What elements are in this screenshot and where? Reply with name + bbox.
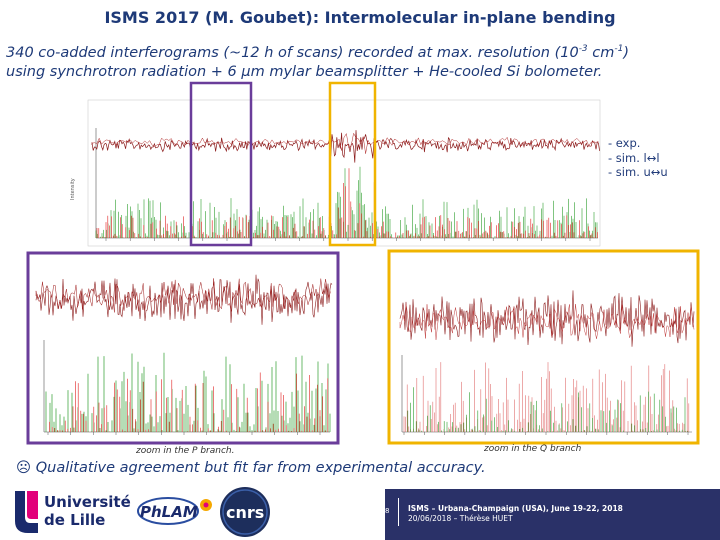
q-sim-trace: [403, 362, 690, 432]
legend-item-sim-uu: - sim. u↔u: [608, 165, 668, 179]
sim-ll-line: [407, 387, 689, 432]
p-branch-selection-box: [189, 81, 253, 247]
q-branch-selection-box: [328, 81, 377, 247]
slide-title: ISMS 2017 (M. Goubet): Intermolecular in…: [104, 8, 616, 27]
exp-line: [399, 303, 695, 340]
page-number: 8: [385, 507, 390, 515]
subtitle-part: cm: [587, 44, 615, 61]
logo2-text: PhLAM: [140, 503, 198, 521]
subtitle-exponent: -3: [578, 44, 588, 54]
footer-divider: [398, 498, 399, 526]
slide-subtitle: 340 co-added interferograms (~12 h of sc…: [6, 40, 716, 82]
main-spectrum: Intensity: [70, 99, 601, 247]
p-x-ticks: [47, 432, 321, 435]
q-branch-zoom: [387, 249, 700, 445]
exp-line: [35, 274, 333, 325]
subtitle-part: 340 co-added interferograms (~12 h of sc…: [6, 44, 579, 61]
exp-line: [35, 278, 331, 313]
exp-line: [91, 132, 599, 154]
legend-item-sim-ll: - sim. l↔l: [608, 150, 660, 165]
subtitle-line2: using synchrotron radiation + 6 µm mylar…: [6, 63, 603, 80]
exp-line: [399, 290, 695, 347]
svg-text:Intensity: Intensity: [70, 178, 76, 200]
legend-item-exp: - exp.: [608, 136, 641, 150]
sim-uu-line: [49, 372, 329, 432]
p-sim-trace: [45, 352, 331, 432]
conclusion-text: ☹ Qualitative agreement but fit far from…: [16, 460, 486, 476]
footer-bar: [385, 489, 720, 540]
main-sim-trace: [95, 166, 598, 238]
legend: - exp. - sim. l↔l - sim. u↔u: [608, 136, 668, 180]
subtitle-part: ): [623, 44, 630, 61]
logo3-text: cnrs: [226, 503, 264, 522]
logo1-line2: de Lille: [44, 511, 105, 529]
main-exp-trace: [91, 130, 600, 163]
q-x-ticks: [403, 432, 689, 435]
phlam-logo: PhLAM: [137, 497, 212, 525]
footer-line1: ISMS – Urbana-Champaign (USA), June 19-2…: [408, 504, 623, 513]
main-x-ticks: [105, 238, 591, 241]
subtitle-exponent: -1: [614, 44, 624, 54]
p-branch-zoom: [26, 251, 340, 445]
footer-line2: 20/06/2018 – Thérèse HUET: [408, 513, 513, 523]
universite-de-lille-logo: Université de Lille: [15, 491, 131, 533]
footer-logos: Université de Lille PhLAM cnrs: [15, 487, 270, 537]
p-exp-trace: [35, 274, 333, 325]
p-branch-caption: zoom in the P branch.: [136, 446, 235, 456]
cnrs-logo: cnrs: [220, 487, 270, 537]
q-branch-caption: zoom in the Q branch: [484, 444, 582, 454]
logo1-line1: Université: [44, 493, 131, 511]
footer-info: ISMS – Urbana-Champaign (USA), June 19-2…: [408, 504, 623, 523]
q-exp-trace: [399, 290, 695, 347]
